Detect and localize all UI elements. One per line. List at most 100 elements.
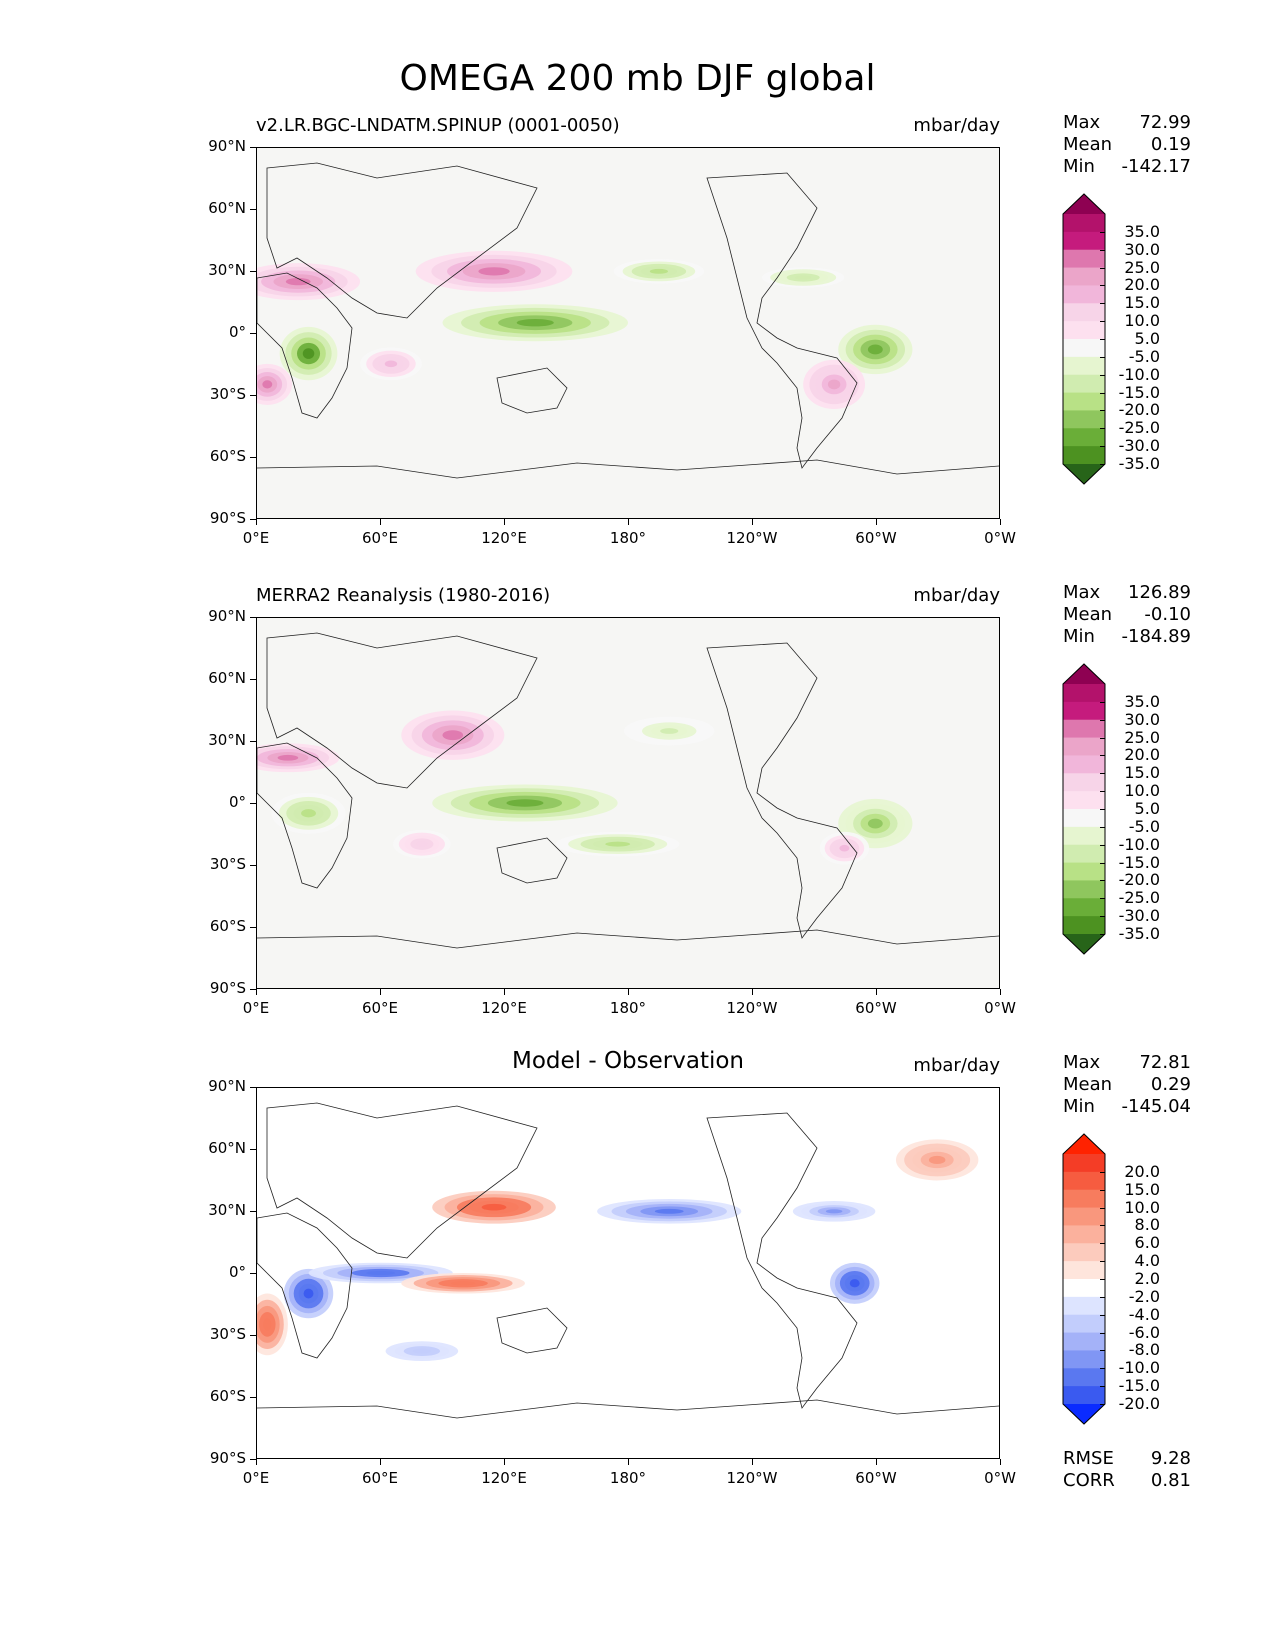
colorbar-segment [1063,862,1105,881]
coastline [706,172,858,469]
max-label: Max [1063,112,1101,133]
colorbar-label: -25.0 [1118,888,1160,908]
colorbar-segment [1063,339,1105,358]
field-contour [660,728,679,734]
y-tick-label: 90°N [208,1077,246,1095]
colorbar-label: -20.0 [1118,400,1160,420]
y-tick [250,1273,256,1274]
colorbar-tick [1100,428,1105,430]
colorbar-svg [1062,1133,1106,1425]
field-contour [478,267,510,276]
field-contour [654,1208,684,1214]
coastline [496,1307,568,1354]
y-tick [250,1211,256,1212]
colorbar-segment [1063,356,1105,376]
heatmap-svg [257,1102,999,1419]
y-tick-label: 0° [228,1263,246,1281]
y-tick-label: 60°S [209,1387,246,1405]
y-tick-label: 30°N [208,1201,246,1219]
x-tick-label: 0°E [242,1469,270,1487]
colorbar-label: 10.0 [1124,1197,1160,1217]
mean-label: Mean [1063,604,1113,625]
units-label: mbar/day [913,115,1000,136]
colorbar-segment [1063,1386,1105,1405]
x-tick-label: 60°E [361,1469,399,1487]
colorbar-svg [1062,663,1106,955]
colorbar-segment [1063,1350,1105,1369]
stats-box: Max 72.81 Mean 0.29 Min -145.04 [1063,1052,1191,1118]
colorbar-label: -10.0 [1118,1358,1160,1378]
y-tick [250,679,256,680]
colorbar-extend-min [1063,464,1105,484]
colorbar-segment [1063,1207,1105,1226]
field-contour [384,360,398,368]
colorbar-segment [1063,1279,1105,1298]
colorbar-tick [1100,934,1105,935]
colorbar-segment [1063,1189,1105,1209]
colorbar-label: -8.0 [1128,1340,1160,1360]
field-contour [481,1203,507,1211]
colorbar-tick [1100,1279,1105,1280]
y-tick [250,865,256,866]
colorbar-label: -25.0 [1118,418,1160,438]
max-value: 72.99 [1139,112,1191,133]
field-contour [867,344,883,355]
x-tick-label: 120°E [481,529,527,547]
colorbar-segment [1063,1296,1105,1316]
field-contour [262,380,273,389]
rmse-value: 9.28 [1150,1448,1191,1469]
x-tick [504,1459,505,1465]
colorbar-tick [1100,826,1105,828]
max-value: 72.81 [1139,1052,1191,1073]
y-tick-label: 0° [228,793,246,811]
colorbar-extend-min [1063,934,1105,954]
colorbar-label: 8.0 [1134,1215,1160,1235]
field-contour [302,348,315,359]
colorbar-label: -15.0 [1118,1376,1160,1396]
colorbar-tick [1100,285,1105,287]
field-contour [301,809,316,818]
colorbar-segment [1063,916,1105,935]
y-tick-label: 30°S [209,1325,246,1343]
units-label: mbar/day [913,585,1000,606]
colorbar-tick [1100,862,1105,864]
colorbar-label: -4.0 [1128,1304,1160,1324]
y-tick [250,209,256,210]
colorbar-tick [1100,392,1105,394]
field-contour [827,379,841,390]
max-label: Max [1063,582,1101,603]
colorbar-tick [1100,844,1105,846]
colorbar-extend-max [1063,194,1105,214]
colorbar-tick [1100,1386,1105,1388]
y-tick [250,147,256,148]
colorbar-segment [1063,1154,1105,1173]
colorbar-tick [1100,773,1105,775]
x-tick-label: 0°W [984,999,1016,1017]
colorbar-tick [1100,791,1105,793]
colorbar-tick [1100,1350,1105,1352]
mean-label: Mean [1063,1074,1113,1095]
field-contour [285,277,311,286]
field-contour [649,268,668,274]
field-contour [416,841,428,847]
colorbar-segment [1063,1243,1105,1262]
colorbar-tick [1100,1171,1105,1173]
colorbar-label: 5.0 [1134,799,1160,818]
colorbar-segment [1063,844,1105,864]
units-label: mbar/day [913,1055,1000,1076]
x-tick [628,519,629,525]
x-tick-label: 60°W [855,1469,897,1487]
colorbar-label: -15.0 [1118,382,1160,402]
colorbar-label: 20.0 [1124,275,1160,295]
x-tick-label: 120°E [481,999,527,1017]
heatmap-svg [257,632,999,949]
x-tick [876,519,877,525]
colorbar-tick [1100,303,1105,305]
x-tick-label: 120°E [481,1469,527,1487]
colorbar-outline [1062,663,1106,955]
min-value: -142.17 [1121,156,1191,177]
y-tick-label: 60°S [209,917,246,935]
y-tick [250,271,256,272]
x-tick [876,989,877,995]
colorbar-segment [1063,392,1105,411]
